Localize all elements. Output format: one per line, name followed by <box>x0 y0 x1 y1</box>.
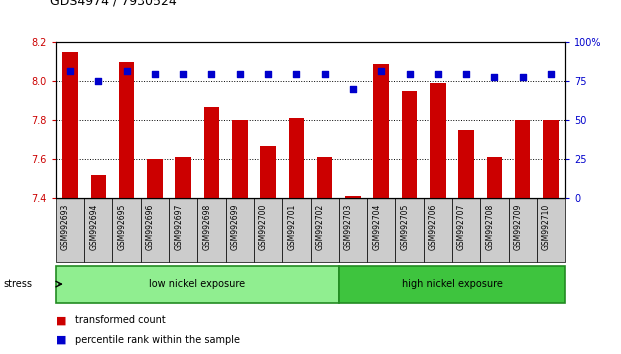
Point <box>433 71 443 76</box>
Bar <box>339 198 367 262</box>
Bar <box>396 198 424 262</box>
Point <box>207 71 217 76</box>
Text: GSM992695: GSM992695 <box>117 203 127 250</box>
Point <box>404 71 414 76</box>
Text: GSM992702: GSM992702 <box>315 203 325 250</box>
Text: transformed count: transformed count <box>75 315 165 325</box>
Text: GSM992705: GSM992705 <box>401 203 409 250</box>
Text: GSM992697: GSM992697 <box>175 203 183 250</box>
Point <box>263 71 273 76</box>
Text: GSM992710: GSM992710 <box>542 203 551 250</box>
Bar <box>225 198 254 262</box>
Bar <box>345 196 361 198</box>
Bar <box>91 175 106 198</box>
Bar <box>480 198 509 262</box>
Bar <box>147 159 163 198</box>
Text: GSM992699: GSM992699 <box>231 203 240 250</box>
Point <box>235 71 245 76</box>
Point <box>65 68 75 73</box>
Bar <box>402 91 417 198</box>
Text: low nickel exposure: low nickel exposure <box>149 279 245 289</box>
Point <box>178 71 188 76</box>
Bar <box>84 198 112 262</box>
Text: GSM992708: GSM992708 <box>486 203 494 250</box>
Text: GSM992693: GSM992693 <box>61 203 70 250</box>
Text: GSM992694: GSM992694 <box>89 203 98 250</box>
Point <box>93 79 103 84</box>
Text: GSM992707: GSM992707 <box>457 203 466 250</box>
Bar <box>509 198 537 262</box>
Point <box>348 86 358 92</box>
Bar <box>62 52 78 198</box>
Bar <box>458 130 474 198</box>
Bar <box>452 198 480 262</box>
Text: GDS4974 / 7930524: GDS4974 / 7930524 <box>50 0 176 7</box>
Text: percentile rank within the sample: percentile rank within the sample <box>75 335 240 345</box>
Text: GSM992696: GSM992696 <box>146 203 155 250</box>
Bar <box>515 120 530 198</box>
Text: GSM992700: GSM992700 <box>259 203 268 250</box>
Bar <box>543 120 559 198</box>
Point <box>489 74 499 80</box>
Point <box>518 74 528 80</box>
Point <box>320 71 330 76</box>
Bar <box>487 157 502 198</box>
Bar <box>537 198 565 262</box>
Bar <box>56 198 84 262</box>
Bar <box>317 157 332 198</box>
Bar <box>56 266 339 303</box>
Bar <box>424 198 452 262</box>
Bar <box>373 64 389 198</box>
Point <box>122 68 132 73</box>
Point <box>376 68 386 73</box>
Bar <box>289 119 304 198</box>
Text: GSM992701: GSM992701 <box>288 203 296 250</box>
Text: GSM992706: GSM992706 <box>429 203 438 250</box>
Bar <box>430 83 446 198</box>
Bar <box>310 198 339 262</box>
Point <box>150 71 160 76</box>
Text: GSM992704: GSM992704 <box>372 203 381 250</box>
Text: high nickel exposure: high nickel exposure <box>402 279 502 289</box>
Text: GSM992709: GSM992709 <box>514 203 523 250</box>
Bar <box>282 198 310 262</box>
Bar <box>119 62 134 198</box>
Bar <box>169 198 197 262</box>
Bar <box>197 198 225 262</box>
Bar <box>260 146 276 198</box>
Point <box>461 71 471 76</box>
Bar <box>175 157 191 198</box>
Bar <box>367 198 396 262</box>
Bar <box>112 198 141 262</box>
Bar <box>339 266 565 303</box>
Point <box>291 71 301 76</box>
Text: ■: ■ <box>56 315 66 325</box>
Bar <box>204 107 219 198</box>
Point <box>546 71 556 76</box>
Text: stress: stress <box>3 279 32 289</box>
Text: GSM992703: GSM992703 <box>344 203 353 250</box>
Bar <box>232 120 248 198</box>
Bar <box>254 198 282 262</box>
Text: GSM992698: GSM992698 <box>202 203 212 250</box>
Bar <box>141 198 169 262</box>
Text: ■: ■ <box>56 335 66 345</box>
